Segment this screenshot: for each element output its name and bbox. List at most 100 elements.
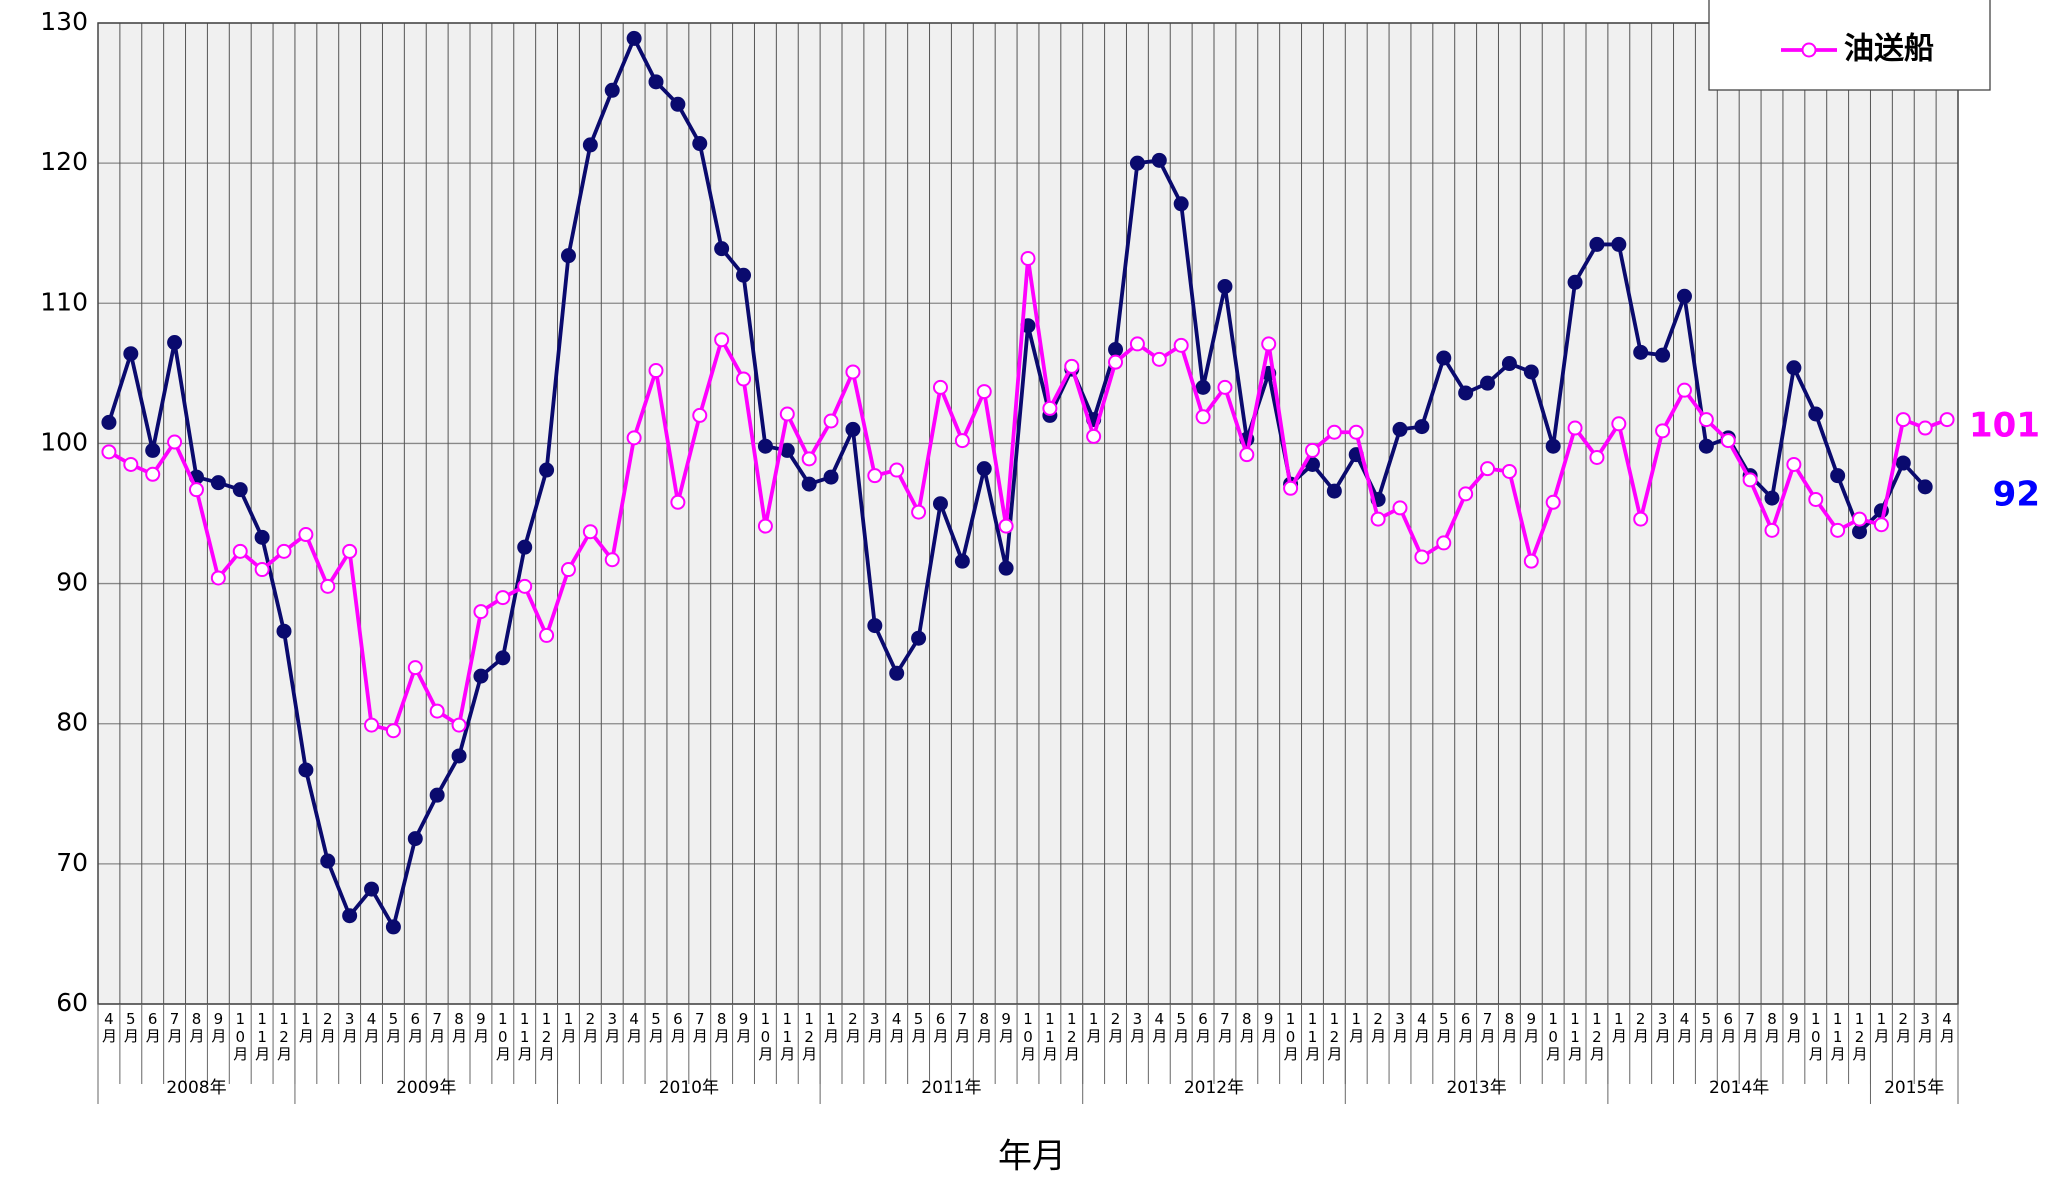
marker — [1655, 423, 1671, 439]
marker — [1764, 490, 1780, 506]
y-tick-label: 60 — [56, 988, 88, 1017]
marker — [757, 438, 773, 454]
marker — [1020, 250, 1036, 266]
legend-box — [1708, 0, 1991, 91]
marker — [1676, 288, 1692, 304]
marker — [1086, 428, 1102, 444]
x-tick-label: 9月 — [735, 1010, 753, 1044]
x-tick-label: 8月 — [713, 1010, 731, 1044]
x-tick-label: 9月 — [209, 1010, 227, 1044]
x-tick-label: 1月 — [297, 1010, 315, 1044]
marker — [670, 494, 686, 510]
x-tick-label: 10月 — [494, 1010, 512, 1062]
x-tick-label: 2月 — [1107, 1010, 1125, 1044]
x-tick-label: 11月 — [1566, 1010, 1584, 1062]
marker — [1283, 480, 1299, 496]
marker — [560, 562, 576, 578]
x-tick-label: 4月 — [888, 1010, 906, 1044]
x-tick-label: 8月 — [1763, 1010, 1781, 1044]
x-tick-label: 7月 — [166, 1010, 184, 1044]
marker — [276, 543, 292, 559]
marker — [1064, 358, 1080, 374]
marker — [1786, 456, 1802, 472]
x-tick-label: 1月 — [1085, 1010, 1103, 1044]
x-tick-label: 11月 — [253, 1010, 271, 1062]
marker — [1436, 535, 1452, 551]
x-tick-label: 6月 — [1719, 1010, 1737, 1044]
x-tick-label: 3月 — [341, 1010, 359, 1044]
marker — [1939, 412, 1955, 428]
marker — [1458, 385, 1474, 401]
x-tick-label: 8月 — [187, 1010, 205, 1044]
marker — [867, 468, 883, 484]
x-tick-label: 2月 — [1632, 1010, 1650, 1044]
marker — [692, 136, 708, 152]
x-tick-label: 9月 — [1522, 1010, 1540, 1044]
legend-label: 油送船 — [1844, 32, 1934, 67]
marker — [539, 462, 555, 478]
marker — [1873, 517, 1889, 533]
marker — [976, 384, 992, 400]
marker — [911, 504, 927, 520]
marker — [539, 627, 555, 643]
marker — [1108, 354, 1124, 370]
marker — [1742, 472, 1758, 488]
marker — [1852, 524, 1868, 540]
marker — [1567, 274, 1583, 290]
marker — [1239, 447, 1255, 463]
marker — [1480, 375, 1496, 391]
marker — [998, 560, 1014, 576]
marker — [254, 562, 270, 578]
group-label: 2008年 — [166, 1078, 226, 1098]
marker — [1611, 236, 1627, 252]
x-tick-label: 5月 — [1697, 1010, 1715, 1044]
group-label: 2015年 — [1884, 1078, 1944, 1098]
marker — [1895, 455, 1911, 471]
x-tick-label: 10月 — [1544, 1010, 1562, 1062]
marker — [1436, 350, 1452, 366]
marker — [626, 430, 642, 446]
marker — [604, 82, 620, 98]
marker — [801, 451, 817, 467]
marker — [364, 881, 380, 897]
marker — [473, 604, 489, 620]
marker — [1217, 379, 1233, 395]
x-tick-label: 2月 — [581, 1010, 599, 1044]
legend-marker — [1801, 42, 1817, 58]
marker — [1545, 438, 1561, 454]
marker — [1917, 479, 1933, 495]
marker — [407, 660, 423, 676]
marker — [1414, 419, 1430, 435]
marker — [451, 717, 467, 733]
marker — [232, 543, 248, 559]
marker — [1348, 424, 1364, 440]
marker — [1108, 342, 1124, 358]
marker — [123, 456, 139, 472]
y-tick-label: 110 — [40, 287, 88, 316]
marker — [954, 433, 970, 449]
x-tick-label: 4月 — [100, 1010, 118, 1044]
marker — [1151, 351, 1167, 367]
marker — [1830, 468, 1846, 484]
marker — [517, 578, 533, 594]
x-tick-label: 5月 — [1435, 1010, 1453, 1044]
marker — [1129, 336, 1145, 352]
marker — [1830, 522, 1846, 538]
marker — [298, 527, 314, 543]
y-tick-label: 80 — [56, 708, 88, 737]
marker — [1523, 553, 1539, 569]
x-tick-label: 5月 — [122, 1010, 140, 1044]
annotation: 92 — [1993, 475, 2040, 515]
marker — [145, 466, 161, 482]
marker — [101, 414, 117, 430]
marker — [1589, 449, 1605, 465]
marker — [1589, 236, 1605, 252]
marker — [1480, 461, 1496, 477]
x-tick-label: 12月 — [1063, 1010, 1081, 1062]
marker — [648, 74, 664, 90]
marker — [1917, 420, 1933, 436]
x-tick-label: 3月 — [603, 1010, 621, 1044]
marker — [779, 406, 795, 422]
x-tick-label: 12月 — [1325, 1010, 1343, 1062]
